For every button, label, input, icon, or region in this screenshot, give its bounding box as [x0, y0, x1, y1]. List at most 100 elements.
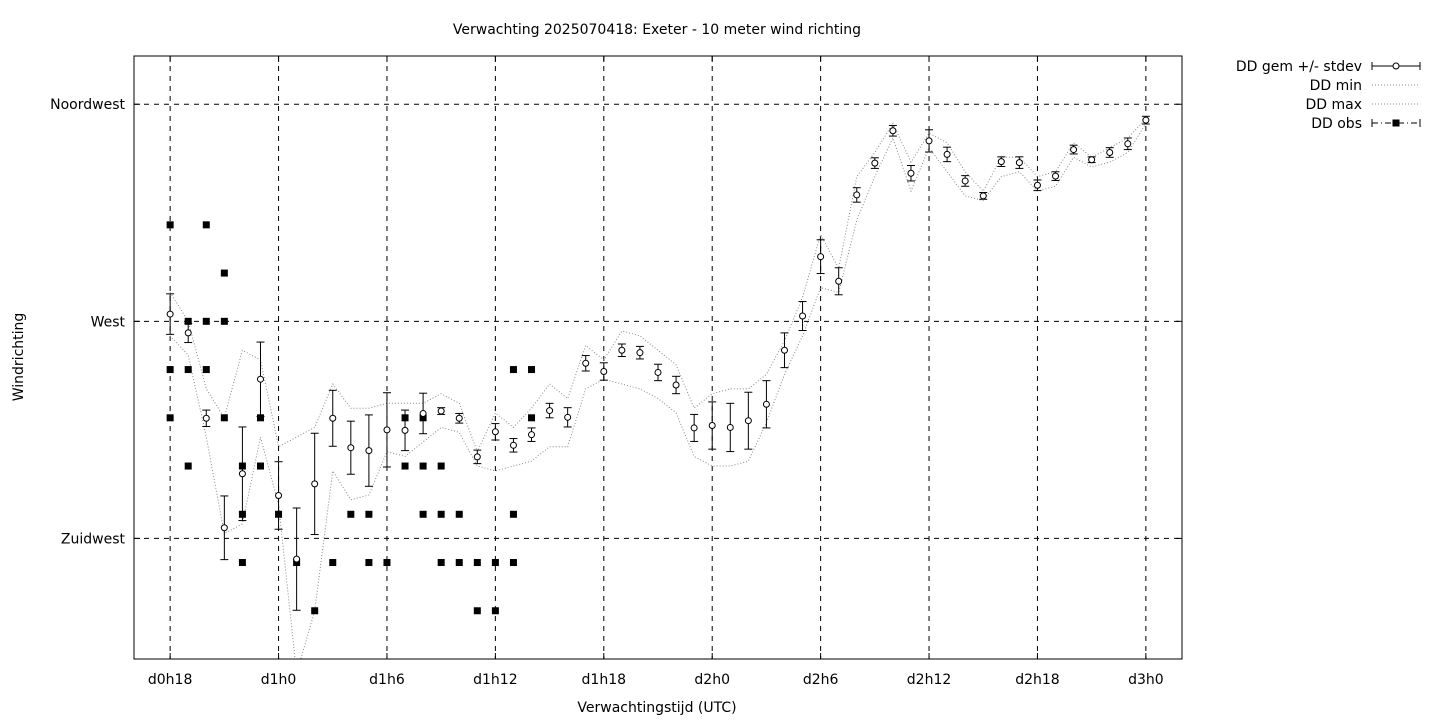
dd-mean-point — [509, 441, 517, 449]
dd-obs-point — [528, 366, 536, 374]
dd-mean-point — [997, 158, 1005, 166]
dd-obs-point — [202, 317, 210, 325]
legend-label: DD min — [1310, 78, 1362, 94]
dd-obs-point — [202, 366, 210, 374]
y-tick-label: Noordwest — [50, 97, 125, 113]
dd-mean-point — [708, 422, 716, 430]
dd-obs-point — [220, 414, 228, 422]
dd-mean-point — [401, 426, 409, 434]
legend-label: DD gem +/- stdev — [1236, 59, 1362, 75]
dd-mean-point — [672, 381, 680, 389]
dd-mean-point — [455, 414, 463, 422]
dd-obs-point — [166, 221, 174, 229]
legend-label: DD max — [1305, 97, 1362, 113]
dd-mean-point — [1142, 116, 1150, 124]
dd-obs-point — [220, 317, 228, 325]
dd-obs-point — [347, 510, 355, 518]
dd-mean-point — [1052, 172, 1060, 180]
dd-mean-point — [1106, 148, 1114, 156]
dd-obs-point — [256, 414, 264, 422]
legend: DD gem +/- stdev DD min DD max DD obs — [1236, 59, 1421, 132]
dd-mean-point — [744, 417, 752, 425]
dd-mean-point — [546, 407, 554, 415]
dd-obs-point — [184, 462, 192, 470]
dd-obs-point — [437, 510, 445, 518]
plot-area — [166, 115, 1150, 659]
dd-obs-point — [473, 559, 481, 567]
dd-obs-point — [166, 414, 174, 422]
y-tick-label: Zuidwest — [61, 531, 126, 547]
dd-obs-point — [202, 221, 210, 229]
dd-mean-point — [979, 192, 987, 200]
dd-mean-point — [1124, 140, 1132, 148]
x-tick-label: d2h18 — [1015, 672, 1059, 688]
dd-mean-point — [256, 375, 264, 383]
dd-obs-point — [329, 559, 337, 567]
dd-mean-point — [889, 127, 897, 135]
dd-mean-point — [943, 150, 951, 158]
dd-mean-point — [1033, 181, 1041, 189]
dd-min-line — [169, 123, 1147, 659]
dd-mean-point — [220, 524, 228, 532]
axis-ticks: d0h18 d1h0 d1h6 d1h12 d1h18 d2h0 d2h6 d2h12 d2h1… — [50, 56, 1182, 688]
x-tick-label: d3h0 — [1128, 672, 1164, 688]
dd-mean-point — [726, 423, 734, 431]
dd-mean-point — [238, 470, 246, 478]
dd-mean-point — [184, 329, 192, 337]
x-tick-label: d1h6 — [369, 672, 405, 688]
plot-border — [133, 55, 1183, 660]
dd-obs-point — [184, 317, 192, 325]
dd-mean-point — [347, 444, 355, 452]
dd-obs-point — [401, 462, 409, 470]
dd-mean-point — [582, 359, 590, 367]
x-tick-label: d1h0 — [261, 672, 297, 688]
dd-mean-point — [1070, 146, 1078, 154]
dd-mean-point — [528, 431, 536, 439]
dd-mean-point — [799, 312, 807, 320]
dd-mean-point — [473, 453, 481, 461]
chart-title: Verwachting 2025070418: Exeter - 10 mete… — [453, 22, 861, 38]
dd-mean-point — [383, 426, 391, 434]
legend-label: DD obs — [1311, 116, 1362, 132]
grid-lines — [134, 56, 1182, 659]
dd-obs-point — [509, 366, 517, 374]
dd-mean-point — [780, 346, 788, 354]
dd-mean-point — [564, 413, 572, 421]
x-tick-label: d2h12 — [907, 672, 951, 688]
dd-obs-point — [473, 607, 481, 615]
dd-mean-point — [600, 367, 608, 375]
dd-obs-point — [365, 510, 373, 518]
legend-swatch-square — [1392, 119, 1400, 127]
dd-obs-point — [528, 414, 536, 422]
dd-obs-point — [238, 559, 246, 567]
dd-mean-point — [293, 555, 301, 563]
dd-mean-point — [654, 368, 662, 376]
dd-mean-point — [853, 191, 861, 199]
legend-swatch-circle — [1392, 62, 1400, 70]
dd-mean-point — [835, 277, 843, 285]
x-tick-label: d1h12 — [473, 672, 517, 688]
dd-mean-point — [907, 169, 915, 177]
dd-obs-point — [491, 559, 499, 567]
dd-mean-point — [329, 414, 337, 422]
dd-mean-point — [961, 177, 969, 185]
dd-mean-point — [437, 407, 445, 415]
dd-mean-point — [166, 310, 174, 318]
x-tick-label: d0h18 — [148, 672, 192, 688]
dd-obs-point — [365, 559, 373, 567]
dd-mean-point — [202, 414, 210, 422]
dd-mean-point — [636, 349, 644, 357]
x-tick-label: d1h18 — [582, 672, 626, 688]
dd-obs-point — [455, 559, 463, 567]
dd-mean-point — [311, 480, 319, 488]
dd-max-line — [169, 118, 1147, 453]
dd-mean-point — [925, 137, 933, 145]
dd-obs-point — [419, 510, 427, 518]
dd-obs-point — [437, 559, 445, 567]
dd-mean-point — [762, 400, 770, 408]
dd-obs-point — [419, 462, 427, 470]
dd-mean-point — [491, 428, 499, 436]
dd-obs-point — [166, 366, 174, 374]
x-tick-label: d2h6 — [803, 672, 839, 688]
